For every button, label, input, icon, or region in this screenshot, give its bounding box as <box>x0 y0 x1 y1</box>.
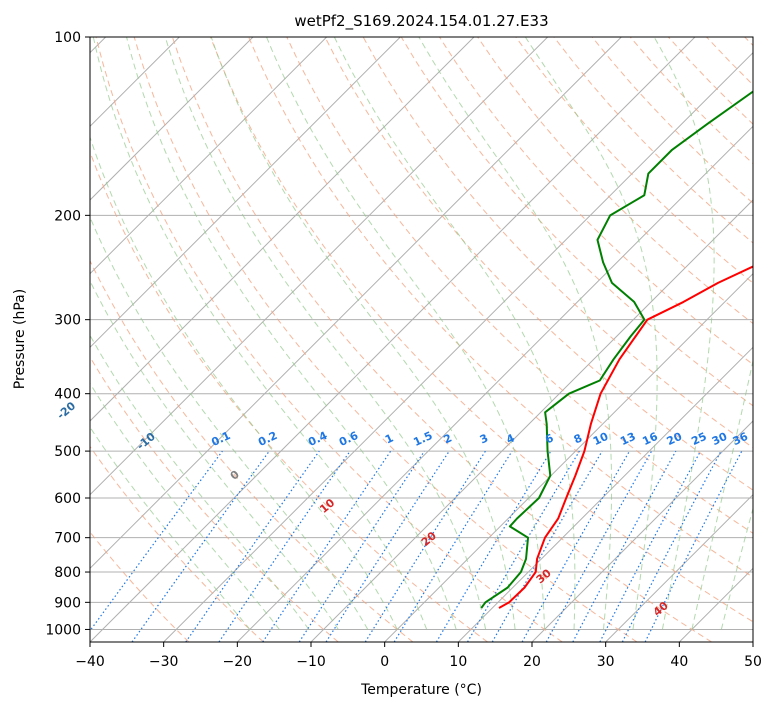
x-axis-label: Temperature (°C) <box>360 682 482 698</box>
y-tick-label: 500 <box>54 444 81 460</box>
moist-adiabat-line <box>164 37 487 630</box>
y-tick-label: 800 <box>54 565 81 581</box>
moist-adiabat-line <box>720 506 753 630</box>
mixing-ratio-line <box>545 450 653 642</box>
y-tick-label: 300 <box>54 313 81 329</box>
moist-adiabat-line <box>653 37 715 630</box>
y-tick-label: 700 <box>54 531 81 547</box>
moist-adiabat-lines <box>90 37 753 630</box>
isotherm-line <box>457 346 753 642</box>
isotherm-line <box>90 37 328 275</box>
mixing-ratio-label: 13 <box>618 430 637 448</box>
moist-adiabat-line <box>90 215 369 630</box>
dry-adiabat-line <box>210 37 753 623</box>
mixing-ratio-line <box>521 450 631 642</box>
dry-adiabat-line <box>248 37 753 578</box>
y-tick-label: 100 <box>54 30 81 46</box>
pressure-gridlines <box>90 37 753 630</box>
moist-adiabat-line <box>90 135 398 630</box>
moist-adiabat-line <box>418 37 613 630</box>
x-tick-label: 20 <box>523 654 541 670</box>
mixing-ratio-label: 16 <box>640 430 660 448</box>
y-tick-label: 900 <box>54 595 81 611</box>
dry-adiabat-line <box>90 356 339 642</box>
moist-adiabat-line <box>126 37 457 630</box>
dry-adiabat-line <box>515 37 753 284</box>
mixing-ratio-line <box>572 450 677 642</box>
mixing-ratio-line <box>298 450 425 642</box>
x-tick-label: −20 <box>223 654 253 670</box>
moist-adiabat-line <box>90 334 310 630</box>
mixing-ratio-line <box>393 450 513 642</box>
mixing-ratio-line <box>325 450 450 642</box>
moist-adiabat-line <box>90 382 280 630</box>
isotherm-line <box>90 37 696 642</box>
isotherm-line <box>90 37 475 422</box>
y-tick-label: 1000 <box>45 622 81 638</box>
isotherm-line <box>384 272 753 642</box>
moist-adiabat-line <box>266 37 546 630</box>
isotherm-line <box>90 37 254 201</box>
dry-adiabat-line <box>171 37 712 642</box>
isotherm-line <box>531 420 753 642</box>
mixing-ratio-line <box>262 450 392 642</box>
moist-adiabat-line <box>92 37 428 630</box>
isotherm-line <box>163 51 753 642</box>
x-tick-label: −30 <box>149 654 179 670</box>
isotherm-line <box>236 125 753 642</box>
x-axis-ticks: −40 −30 −20 −10 0 10 20 30 40 50 <box>75 642 762 670</box>
isotherm-lines <box>90 37 753 642</box>
x-tick-label: 10 <box>449 654 467 670</box>
x-tick-label: 50 <box>744 654 762 670</box>
mixing-ratio-line <box>644 450 743 642</box>
mixing-ratio-label: 20 <box>665 430 685 448</box>
dry-adiabat-line <box>90 445 264 642</box>
mixing-ratio-label: 36 <box>731 430 751 448</box>
isotherm-line <box>90 37 549 496</box>
x-tick-label: −10 <box>296 654 326 670</box>
y-axis-ticks: 1000 900 800 700 600 500 400 300 200 100 <box>45 30 90 638</box>
moist-adiabat-line <box>90 426 251 630</box>
mixing-ratio-label: 30 <box>710 430 730 448</box>
mixing-ratio-label: 25 <box>689 430 708 448</box>
y-tick-label: 400 <box>54 387 81 403</box>
isotherm-line <box>605 493 753 642</box>
mixing-ratio-lines <box>90 450 743 642</box>
dry-adiabat-lines <box>90 37 753 642</box>
dry-adiabat-line <box>324 37 753 491</box>
mixing-ratio-line <box>131 450 270 642</box>
y-tick-label: 600 <box>54 491 81 507</box>
dry-adiabat-line <box>286 37 753 534</box>
x-tick-label: 0 <box>380 654 389 670</box>
moist-adiabat-line <box>524 37 658 630</box>
dry-adiabat-line <box>95 37 563 642</box>
isotherm-line <box>90 37 622 570</box>
plot-frame <box>89 36 754 643</box>
profile-series <box>480 90 753 609</box>
x-tick-label: 40 <box>670 654 688 670</box>
mixing-ratio-label: 10 <box>591 430 611 448</box>
moist-adiabat-line <box>691 358 753 630</box>
mixing-ratio-line <box>185 450 320 642</box>
y-tick-label: 200 <box>54 208 81 224</box>
dewpoint-profile-line <box>480 90 753 609</box>
y-axis-label: Pressure (hPa) <box>12 289 28 389</box>
isotherm-line <box>90 37 401 349</box>
moist-adiabat-line <box>90 279 339 630</box>
mixing-ratio-line <box>218 450 351 642</box>
chart-title: wetPf2_S169.2024.154.01.27.E33 <box>294 12 548 31</box>
mixing-ratio-line <box>90 450 223 632</box>
moist-adiabat-line <box>210 37 516 630</box>
dry-adiabat-line <box>90 259 414 642</box>
x-tick-label: −40 <box>75 654 105 670</box>
temperature-profile-line <box>498 265 753 609</box>
x-tick-label: 30 <box>597 654 615 670</box>
